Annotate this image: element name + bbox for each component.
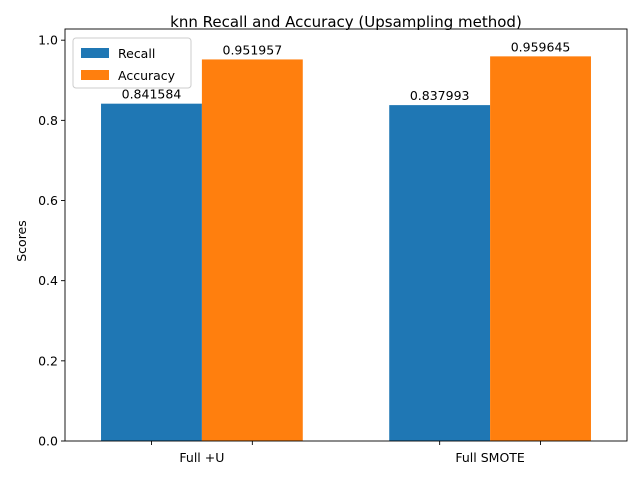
- axes-frame: [64, 28, 628, 442]
- data-label-accuracy-2: 0.959645: [511, 39, 571, 54]
- legend-swatch-recall: [81, 48, 109, 58]
- x-tick-label: Full SMOTE: [455, 450, 525, 465]
- y-axis-label: Scores: [14, 220, 29, 262]
- y-tick-label: 0.2: [38, 353, 58, 368]
- bar-recall-1: [101, 103, 202, 442]
- y-tick-label: 0.4: [38, 273, 58, 288]
- bar-accuracy-1: [201, 59, 303, 441]
- y-tick-label: 0.8: [38, 113, 58, 128]
- legend-label-recall: Recall: [118, 46, 155, 61]
- legend-label-accuracy: Accuracy: [118, 68, 176, 83]
- data-label-accuracy-1: 0.951957: [223, 42, 283, 57]
- y-tick-label: 0.6: [38, 193, 58, 208]
- legend-swatch-accuracy: [81, 70, 109, 80]
- legend: Recall Accuracy: [72, 37, 192, 89]
- bar-accuracy-2: [490, 56, 591, 441]
- data-label-recall-1: 0.841584: [122, 87, 182, 102]
- bar-recall-2: [389, 105, 491, 442]
- data-label-recall-2: 0.837993: [410, 88, 470, 103]
- plot-area: 0.841584 0.837993 0.951957 0.959645 0.0 0.2 0.…: [38, 28, 628, 465]
- x-tick-label: Full +U: [179, 450, 224, 465]
- y-tick-label: 1.0: [38, 33, 58, 48]
- y-tick-label: 0.0: [38, 434, 58, 449]
- chart-title: knn Recall and Accuracy (Upsampling meth…: [170, 13, 522, 31]
